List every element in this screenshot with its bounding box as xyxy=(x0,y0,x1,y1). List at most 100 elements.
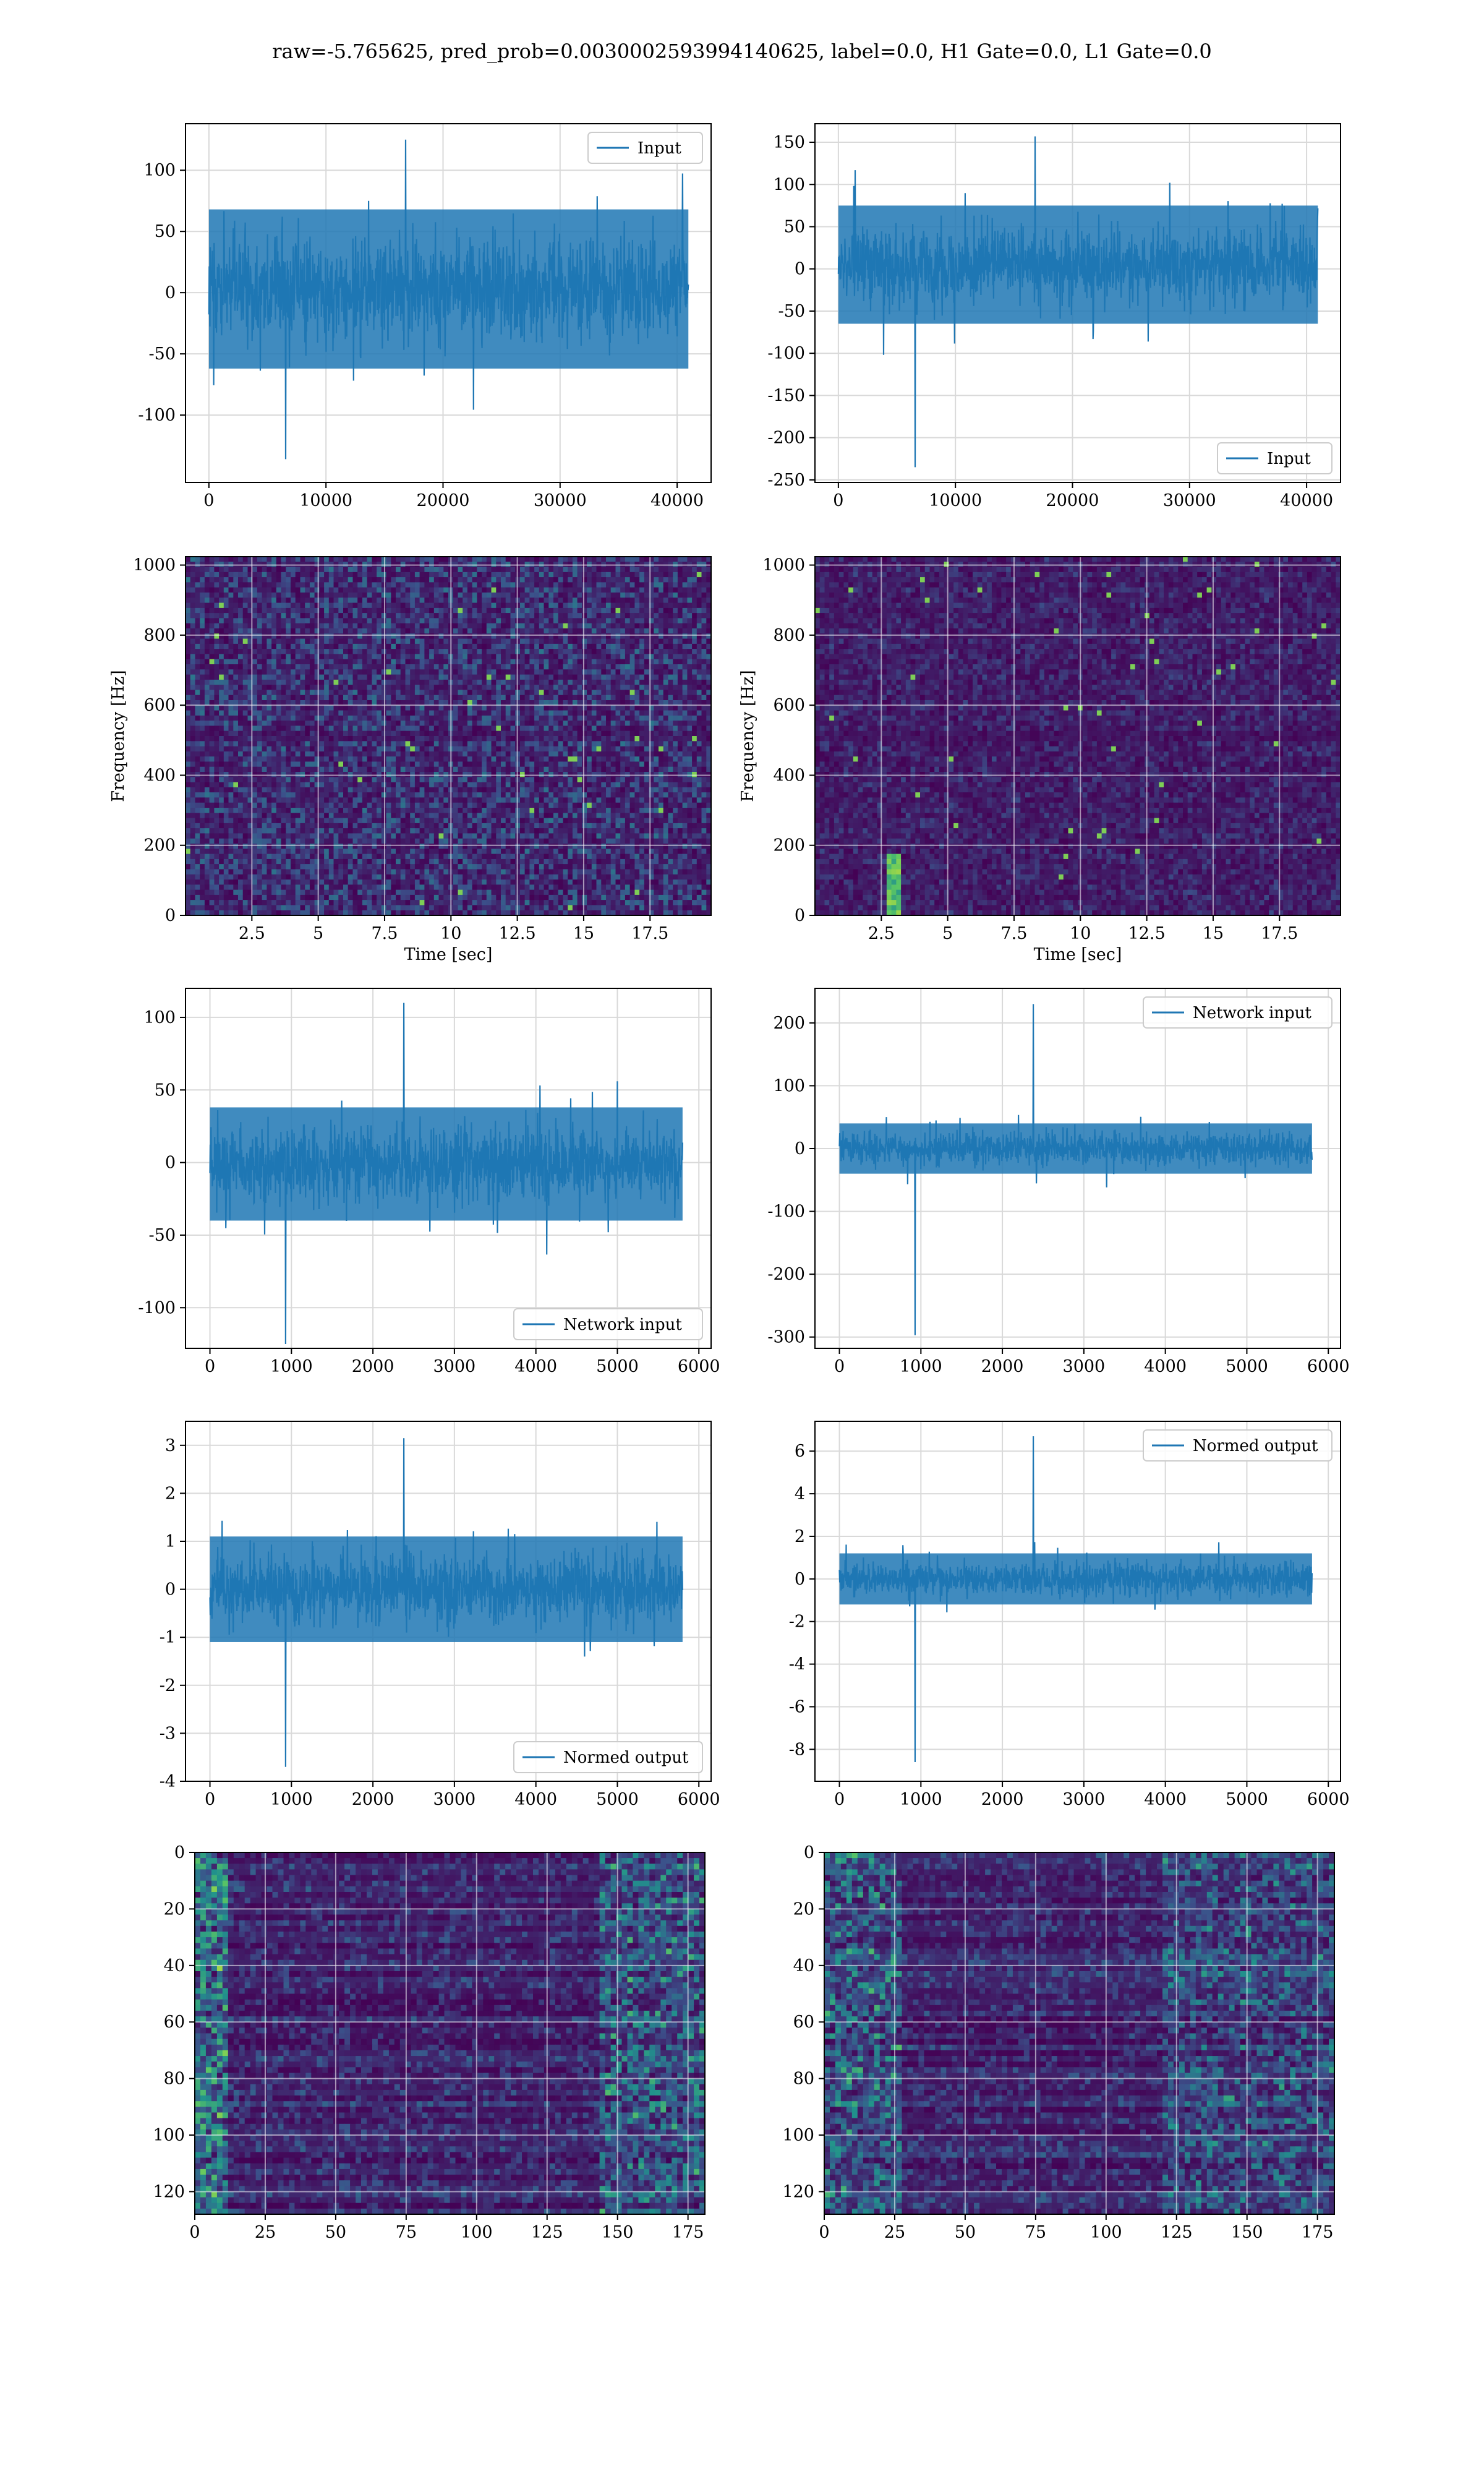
heatmap-cell xyxy=(242,571,248,578)
heatmap-cell xyxy=(338,721,344,726)
heatmap-cell xyxy=(587,582,592,588)
heatmap-cell xyxy=(242,726,248,732)
heatmap-cell xyxy=(386,756,391,762)
heatmap-cell xyxy=(539,643,545,649)
heatmap-cell xyxy=(510,700,516,706)
heatmap-cell xyxy=(410,602,416,609)
heatmap-cell xyxy=(663,777,668,783)
heatmap-cell xyxy=(386,618,391,624)
heatmap-cell xyxy=(219,654,224,660)
heatmap-cell xyxy=(529,654,535,660)
heatmap-cell xyxy=(328,685,335,690)
heatmap-cell xyxy=(620,721,626,726)
heatmap-cell xyxy=(696,567,702,573)
heatmap-cell xyxy=(352,710,358,716)
heatmap-cell xyxy=(654,766,659,773)
heatmap-cell xyxy=(257,638,263,644)
heatmap-cell xyxy=(596,777,602,783)
heatmap-cell xyxy=(228,628,234,634)
heatmap-cell xyxy=(228,618,234,624)
heatmap-cell xyxy=(257,695,263,701)
heatmap-cell xyxy=(314,571,320,578)
heatmap-cell xyxy=(620,730,626,737)
heatmap-cell xyxy=(190,659,195,665)
heatmap-cell xyxy=(639,674,645,680)
heatmap-cell xyxy=(362,761,368,768)
heatmap-cell xyxy=(357,782,363,788)
heatmap-cell xyxy=(606,761,612,768)
heatmap-cell xyxy=(663,761,668,768)
heatmap-cell xyxy=(281,577,286,583)
heatmap-cell xyxy=(544,761,549,768)
heatmap-cell xyxy=(319,571,325,578)
heatmap-cell xyxy=(558,587,563,593)
heatmap-cell xyxy=(610,613,616,618)
heatmap-cell xyxy=(338,649,344,654)
heatmap-cell xyxy=(463,649,468,654)
heatmap-cell xyxy=(486,700,492,706)
heatmap-cell xyxy=(510,557,516,562)
heatmap-cell xyxy=(247,741,253,747)
heatmap-cell xyxy=(343,705,349,711)
heatmap-cell xyxy=(295,730,301,737)
heatmap-cell xyxy=(539,766,545,773)
heatmap-cell xyxy=(424,643,430,649)
heatmap-cell xyxy=(386,633,391,640)
heatmap-cell xyxy=(377,685,382,690)
heatmap-cell xyxy=(629,690,635,696)
heatmap-cell xyxy=(529,705,535,711)
heatmap-cell xyxy=(204,664,210,670)
heatmap-cell xyxy=(276,690,282,696)
heatmap-cell xyxy=(242,782,248,788)
heatmap-cell xyxy=(663,582,668,588)
heatmap-cell xyxy=(291,715,296,721)
heatmap-cell xyxy=(548,571,554,578)
heatmap-cell xyxy=(400,690,406,696)
heatmap-cell xyxy=(486,664,492,670)
heatmap-cell xyxy=(314,730,320,737)
heatmap-cell xyxy=(200,777,205,783)
heatmap-cell xyxy=(262,715,267,721)
heatmap-cell xyxy=(496,643,501,649)
heatmap-cell xyxy=(659,746,664,752)
heatmap-cell xyxy=(233,567,239,573)
heatmap-cell xyxy=(291,741,296,747)
heatmap-cell xyxy=(625,751,631,757)
heatmap-cell xyxy=(338,736,344,742)
heatmap-cell xyxy=(286,766,291,773)
heatmap-cell xyxy=(458,736,463,742)
heatmap-cell xyxy=(223,746,229,752)
heatmap-cell xyxy=(501,654,506,660)
heatmap-cell xyxy=(438,777,444,783)
heatmap-cell xyxy=(701,674,707,680)
heatmap-cell xyxy=(519,597,526,604)
heatmap-cell xyxy=(309,618,315,624)
y-tick-label: -50 xyxy=(778,302,805,321)
heatmap-cell xyxy=(377,654,382,660)
heatmap-cell xyxy=(343,593,349,598)
heatmap-cell xyxy=(190,756,195,762)
heatmap-cell xyxy=(391,679,396,685)
heatmap-cell xyxy=(629,659,635,665)
heatmap-cell xyxy=(467,746,473,752)
heatmap-cell xyxy=(338,567,344,573)
heatmap-cell xyxy=(673,582,678,588)
heatmap-cell xyxy=(314,664,320,670)
heatmap-cell xyxy=(534,654,540,660)
heatmap-cell xyxy=(348,761,353,768)
heatmap-cell xyxy=(200,643,205,649)
heatmap-cell xyxy=(706,710,711,716)
heatmap-cell xyxy=(233,710,239,716)
heatmap-cell xyxy=(534,736,540,742)
heatmap-cell xyxy=(209,761,215,768)
heatmap-cell xyxy=(247,679,253,685)
heatmap-cell xyxy=(529,649,535,654)
heatmap-cell xyxy=(410,715,416,721)
heatmap-cell xyxy=(276,649,282,654)
heatmap-cell xyxy=(438,726,444,732)
y-tick-label: 150 xyxy=(773,133,805,152)
heatmap-cell xyxy=(381,721,387,726)
heatmap-cell xyxy=(491,761,497,768)
heatmap-cell xyxy=(319,597,325,604)
heatmap-cell xyxy=(429,571,435,578)
